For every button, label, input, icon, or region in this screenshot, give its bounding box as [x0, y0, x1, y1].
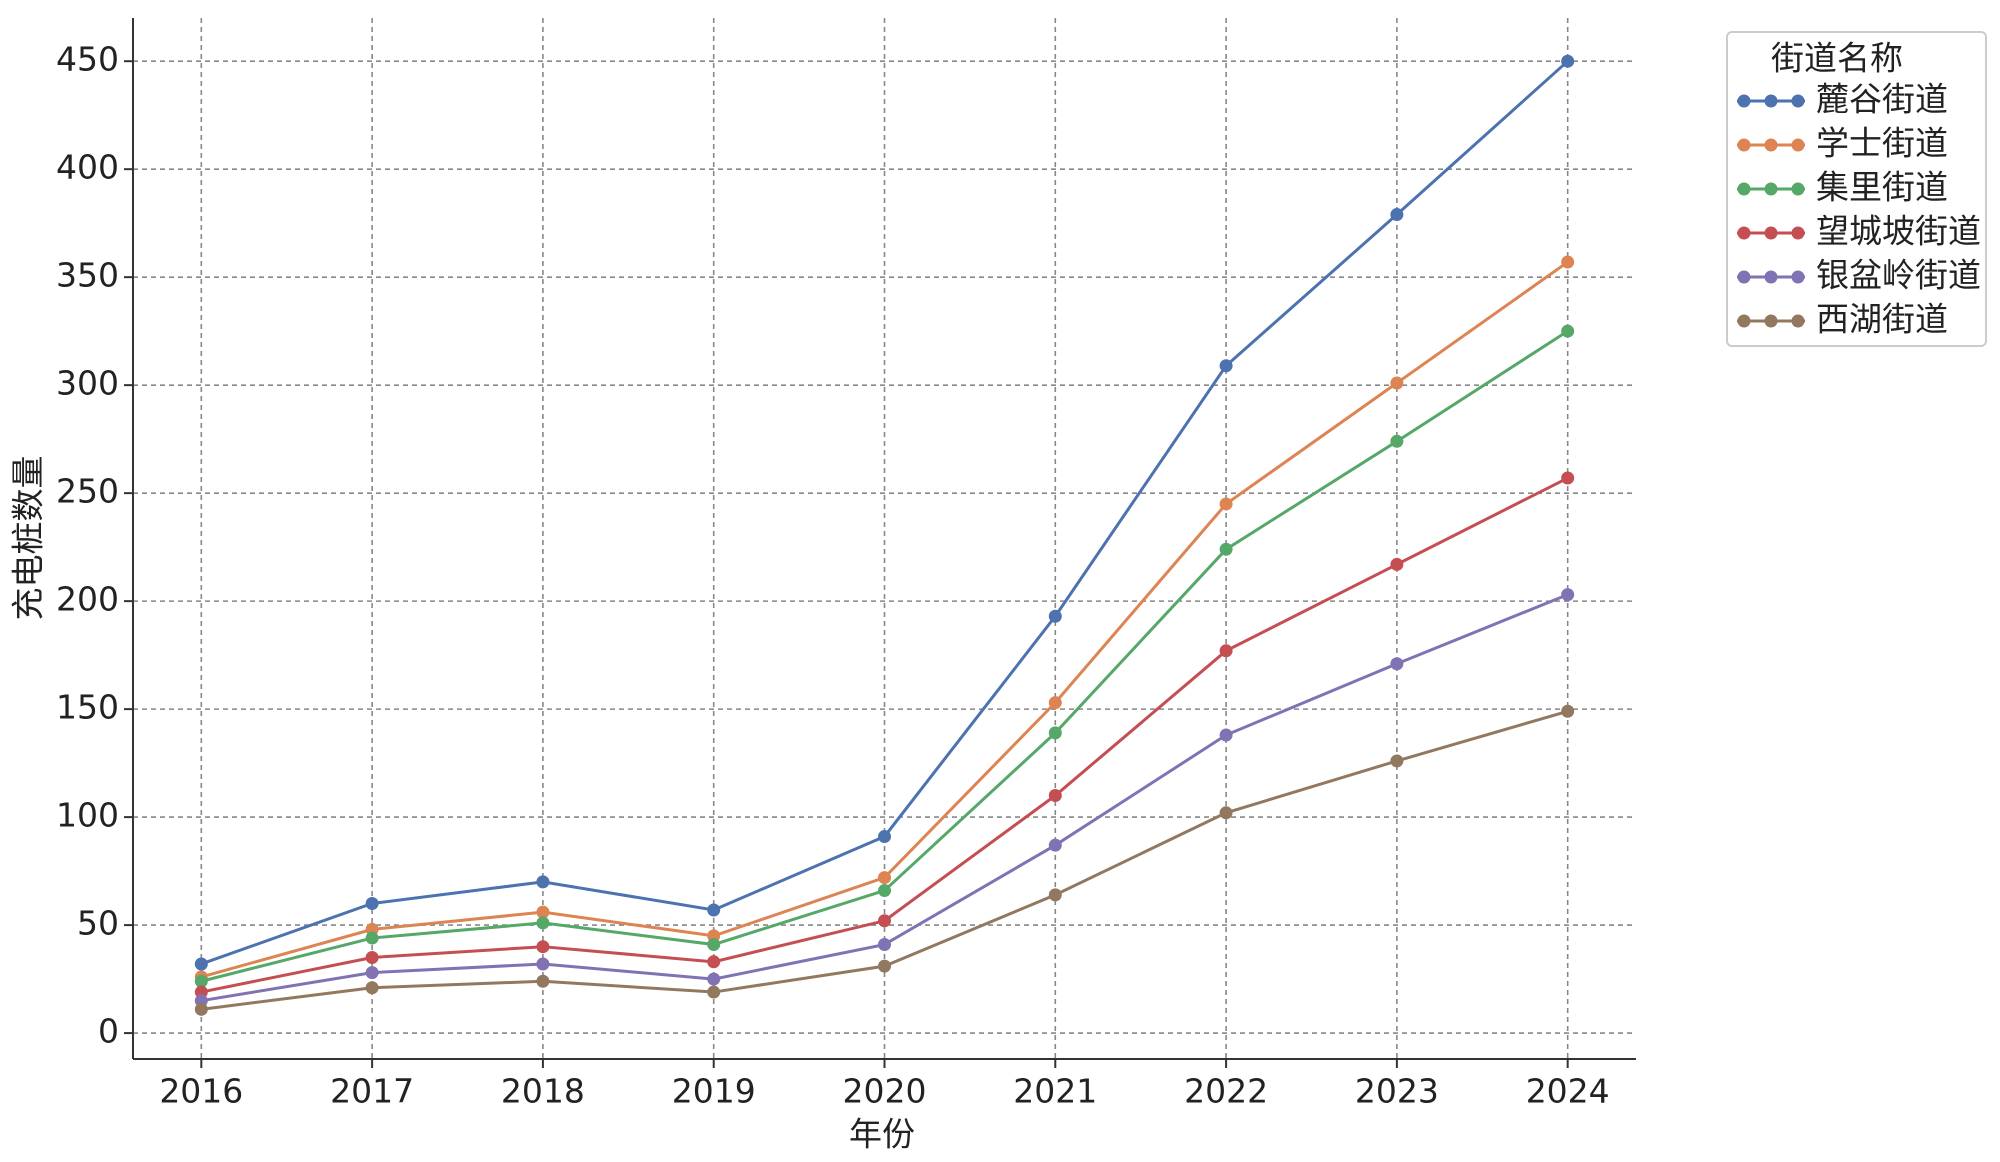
data-point	[1390, 557, 1404, 571]
data-point	[1390, 754, 1404, 768]
legend-marker	[1764, 270, 1778, 284]
data-point	[1219, 728, 1233, 742]
data-point	[365, 950, 379, 964]
data-point	[878, 871, 891, 885]
y-tick-label: 350	[56, 256, 119, 295]
y-tick-label: 150	[56, 688, 119, 727]
data-point	[707, 985, 721, 999]
data-point	[1048, 609, 1062, 623]
data-point	[1390, 376, 1404, 390]
data-point	[707, 972, 721, 986]
legend-marker	[1791, 94, 1805, 108]
data-point	[365, 981, 379, 995]
legend-label: 望城坡街道	[1816, 212, 1981, 251]
data-point	[1219, 359, 1233, 373]
data-point	[1561, 471, 1575, 485]
legend-marker	[1764, 94, 1778, 108]
data-point	[1219, 497, 1233, 511]
legend-label: 学士街道	[1816, 124, 1948, 163]
legend-label: 银盆岭街道	[1816, 256, 1981, 295]
y-tick-label: 50	[77, 904, 119, 943]
data-point	[1048, 888, 1062, 902]
data-point	[1561, 54, 1575, 68]
legend-box	[1726, 31, 1987, 347]
legend-marker	[1791, 270, 1805, 284]
data-point	[1561, 324, 1575, 338]
y-tick-label: 450	[56, 40, 119, 79]
legend-marker	[1764, 138, 1778, 152]
x-tick-label: 2023	[1355, 1072, 1439, 1111]
data-point	[1561, 588, 1575, 602]
data-point	[878, 938, 891, 952]
data-point	[536, 940, 550, 954]
x-tick-label: 2024	[1526, 1072, 1610, 1111]
legend-marker	[1737, 94, 1751, 108]
data-point	[536, 974, 550, 988]
y-axis-label: 充电桩数量	[9, 456, 48, 621]
data-point	[536, 905, 550, 919]
y-tick-label: 200	[56, 580, 119, 619]
y-tick-label: 400	[56, 148, 119, 187]
legend-marker	[1737, 270, 1751, 284]
legend-title: 街道名称	[1771, 39, 1903, 78]
legend-marker	[1791, 138, 1805, 152]
data-point	[1048, 726, 1062, 740]
legend-label: 麓谷街道	[1816, 80, 1948, 119]
data-point	[1390, 657, 1404, 671]
legend-label: 集里街道	[1816, 168, 1948, 207]
legend-marker	[1737, 226, 1751, 240]
y-tick-label: 300	[56, 364, 119, 403]
data-point	[1219, 644, 1233, 658]
data-point	[1219, 806, 1233, 820]
x-axis-label: 年份	[849, 1115, 915, 1154]
data-point	[1048, 838, 1062, 852]
data-point	[1219, 542, 1233, 556]
x-tick-label: 2020	[843, 1072, 927, 1111]
data-point	[707, 938, 721, 952]
data-point	[1390, 434, 1404, 448]
x-tick-label: 2021	[1013, 1072, 1097, 1111]
legend-marker	[1791, 182, 1805, 196]
data-point	[194, 974, 208, 988]
data-point	[707, 903, 721, 917]
legend-marker	[1764, 226, 1778, 240]
x-tick-label: 2016	[159, 1072, 243, 1111]
data-point	[365, 931, 379, 945]
data-point	[536, 957, 550, 971]
x-tick-label: 2022	[1184, 1072, 1268, 1111]
legend-marker	[1791, 226, 1805, 240]
data-point	[707, 955, 721, 969]
legend-marker	[1737, 138, 1751, 152]
data-point	[536, 875, 550, 889]
x-tick-label: 2018	[501, 1072, 585, 1111]
legend-marker	[1737, 182, 1751, 196]
y-tick-label: 100	[56, 796, 119, 835]
data-point	[194, 957, 208, 971]
data-point	[878, 884, 891, 898]
data-point	[1561, 704, 1575, 718]
data-point	[1561, 255, 1575, 269]
legend-marker	[1764, 182, 1778, 196]
data-point	[878, 959, 891, 973]
data-point	[1048, 696, 1062, 710]
data-point	[1048, 789, 1062, 803]
legend-marker	[1791, 314, 1805, 328]
legend-marker	[1737, 314, 1751, 328]
data-point	[878, 914, 891, 928]
y-tick-label: 250	[56, 472, 119, 511]
data-point	[194, 1002, 208, 1016]
legend-marker	[1764, 314, 1778, 328]
legend-label: 西湖街道	[1816, 300, 1948, 339]
data-point	[536, 916, 550, 930]
data-point	[365, 966, 379, 980]
x-tick-label: 2017	[330, 1072, 414, 1111]
data-point	[878, 830, 891, 844]
data-point	[1390, 208, 1404, 222]
y-tick-label: 0	[98, 1012, 119, 1051]
x-tick-label: 2019	[672, 1072, 756, 1111]
data-point	[365, 896, 379, 910]
